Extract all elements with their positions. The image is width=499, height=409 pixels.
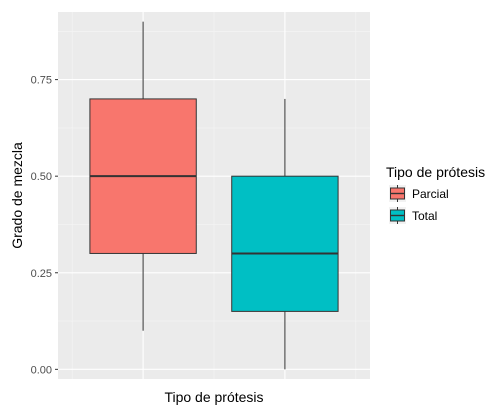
legend-label: Total [412,209,437,223]
legend-title: Tipo de prótesis [386,164,485,180]
legend-key-total: Total [389,207,437,224]
y-tick-label: 0.50 [31,171,52,183]
legend-label: Parcial [412,187,449,201]
y-tick-label: 0.75 [31,75,52,87]
legend-key-parcial: Parcial [389,185,449,202]
x-axis-title: Tipo de prótesis [164,389,263,405]
box-iqr [231,175,339,312]
box-total [231,98,339,370]
y-tick-label: 0.25 [31,268,52,280]
y-axis: 0.00 0.25 0.50 0.75 [31,75,58,376]
legend: Tipo de prótesis Parcial Total [386,164,485,224]
y-axis-title: Grado de mezcla [9,142,25,249]
box-parcial [89,21,197,331]
y-tick-label: 0.00 [31,364,52,376]
boxes-layer [89,21,339,370]
